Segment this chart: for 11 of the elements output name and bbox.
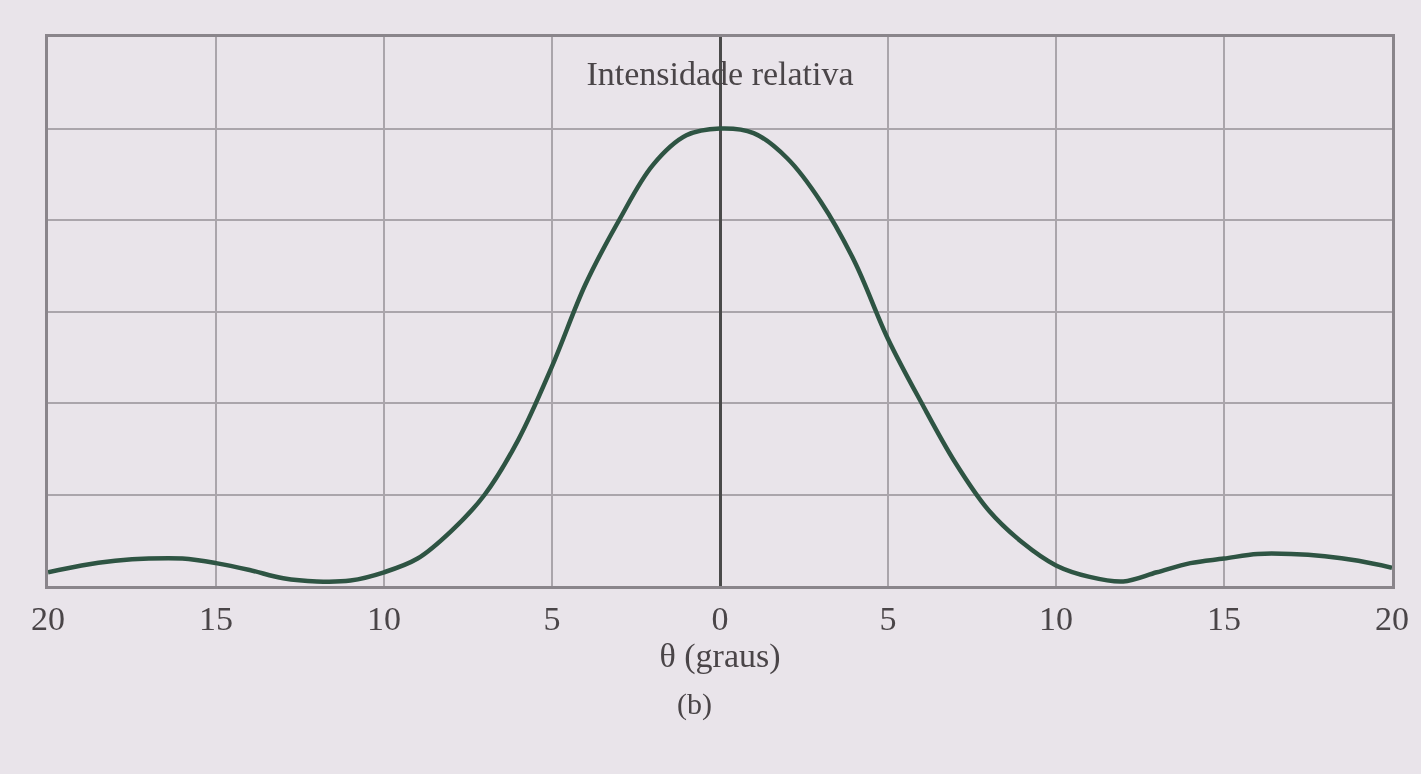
x-tick-label: 20: [1375, 599, 1409, 637]
x-tick-label: 15: [1207, 599, 1241, 637]
x-tick-label: 15: [199, 599, 233, 637]
x-tick-label: 10: [367, 599, 401, 637]
x-tick-label: 5: [543, 599, 561, 637]
x-tick-label: 0: [711, 599, 729, 637]
x-axis-title: θ (graus): [659, 637, 781, 676]
x-tick-label: 5: [879, 599, 897, 637]
text: (b): [677, 687, 712, 721]
x-tick-label: 10: [1039, 599, 1073, 637]
x-tick-label: 20: [31, 599, 65, 637]
